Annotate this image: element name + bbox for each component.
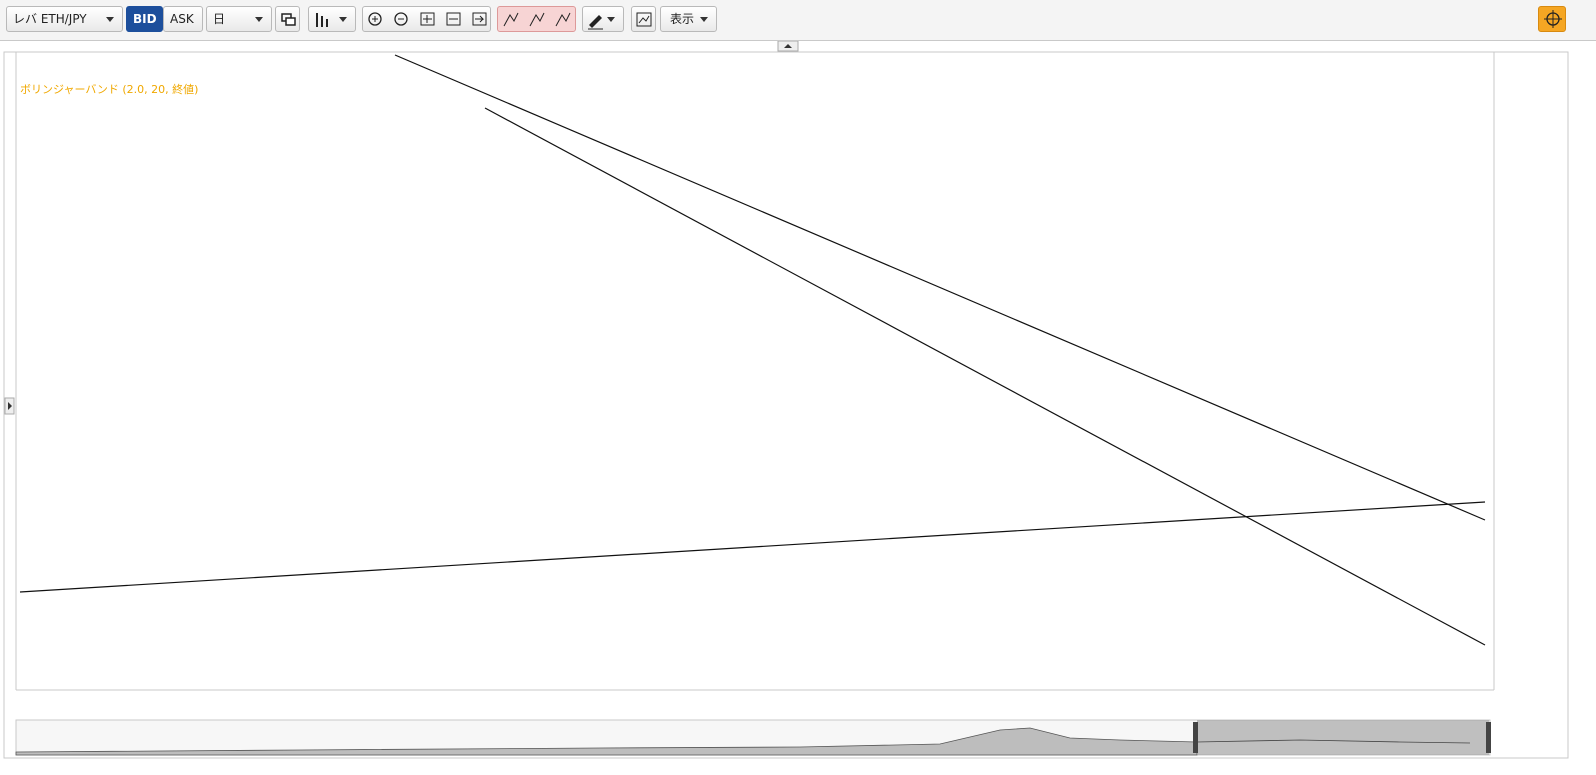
ask-text: ASK xyxy=(170,12,194,26)
view-select[interactable]: 表示 xyxy=(660,6,717,32)
trend-lines xyxy=(19,54,1486,646)
compare-button[interactable] xyxy=(275,6,300,32)
indicator-label: ボリンジャーバンド (2.0, 20, 終値) xyxy=(20,82,198,96)
trend-line xyxy=(19,501,1486,593)
drawing-tools[interactable] xyxy=(497,6,576,32)
navigator-handle[interactable] xyxy=(1486,722,1491,753)
chart-background xyxy=(0,40,1596,775)
bid-text: BID xyxy=(133,12,157,26)
period-text: 日 xyxy=(213,12,226,26)
view-text: 表示 xyxy=(670,12,695,26)
navigator-window-series xyxy=(1196,739,1471,744)
ask-button[interactable]: ASK xyxy=(163,6,203,32)
collapse-icon xyxy=(784,44,792,48)
toolbar: レバ ETH/JPY BID ASK 日 表示 xyxy=(0,0,1596,41)
side-toggle-icon xyxy=(8,402,12,410)
pen-select[interactable] xyxy=(582,6,624,32)
trend-line xyxy=(484,107,1486,646)
trend-line xyxy=(394,54,1486,521)
symbol-select[interactable]: レバ ETH/JPY xyxy=(6,6,123,32)
navigator-window[interactable] xyxy=(1197,720,1489,755)
indicator-button[interactable] xyxy=(631,6,656,32)
symbol-text: レバ ETH/JPY xyxy=(13,12,87,26)
chart-frame xyxy=(3,51,1569,759)
settings-button[interactable] xyxy=(1538,6,1566,32)
bid-button[interactable]: BID xyxy=(126,6,163,32)
navigator-handle[interactable] xyxy=(1193,722,1198,753)
period-select[interactable]: 日 xyxy=(206,6,272,32)
zoom-tools[interactable] xyxy=(362,6,491,32)
chart-type-select[interactable] xyxy=(308,6,356,32)
